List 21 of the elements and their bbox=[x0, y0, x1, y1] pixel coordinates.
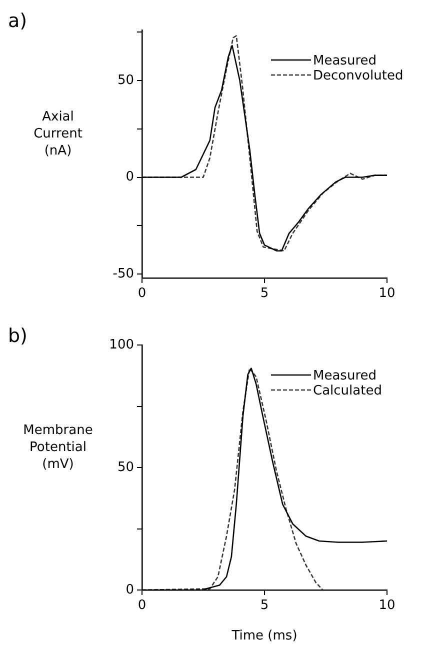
x-tick-label: 5 bbox=[260, 286, 269, 302]
x-tick-label: 0 bbox=[138, 286, 146, 302]
y-tick-label: 0 bbox=[126, 170, 134, 185]
y-tick-label: 0 bbox=[126, 582, 134, 598]
x-tick-label: 10 bbox=[378, 286, 396, 302]
text: b) bbox=[8, 324, 28, 347]
y-axis-title: Axial Current (nA) bbox=[34, 109, 82, 158]
y-tick-label: -50 bbox=[112, 266, 134, 282]
y-axis-title: Membrane Potential (mV) bbox=[23, 422, 93, 472]
legend-label: Deconvoluted bbox=[313, 68, 404, 84]
y-tick-label: 100 bbox=[109, 337, 134, 352]
text: a) bbox=[8, 10, 28, 32]
y-tick-label: 50 bbox=[117, 460, 134, 475]
x-tick-label: 10 bbox=[378, 598, 396, 614]
legend-label: Measured bbox=[313, 368, 377, 384]
x-axis-title: Time (ms) bbox=[230, 628, 298, 644]
legend-label: Calculated bbox=[313, 383, 382, 398]
x-tick-label: 5 bbox=[260, 598, 269, 614]
legend-label: Measured bbox=[313, 53, 377, 68]
y-tick-label: 50 bbox=[117, 72, 134, 88]
x-tick-label: 0 bbox=[138, 598, 146, 614]
